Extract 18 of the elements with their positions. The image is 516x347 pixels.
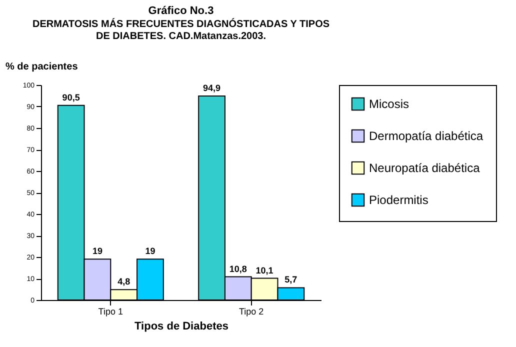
chart-title: Gráfico No.3 bbox=[148, 5, 214, 17]
chart-subtitle: DERMATOSIS MÁS FRECUENTES DIAGNÓSTICADAS Y TIPOS DE DIABETES. CAD.Matanzas.2003. bbox=[32, 18, 330, 42]
data-label: 19 bbox=[92, 246, 102, 256]
data-label: 4,8 bbox=[118, 276, 130, 287]
data-label: 19 bbox=[145, 246, 156, 256]
y-axis-title: % de pacientes bbox=[6, 62, 78, 72]
legend-label: Dermopatía diabética bbox=[369, 129, 484, 143]
data-label: 90,5 bbox=[62, 92, 80, 102]
x-tick-label: Tipo 1 bbox=[98, 306, 123, 316]
x-axis-title: Tipos de Diabetes bbox=[134, 320, 228, 332]
data-label: 5,7 bbox=[284, 274, 298, 285]
legend-label: Piodermitis bbox=[369, 193, 428, 207]
data-label: 10,8 bbox=[229, 264, 247, 274]
data-label: 94,9 bbox=[203, 82, 221, 93]
data-label: 10,1 bbox=[256, 265, 274, 276]
legend-label: Micosis bbox=[369, 97, 410, 111]
legend-label: Neuropatía diabética bbox=[369, 161, 480, 175]
x-tick-label: Tipo 2 bbox=[239, 306, 264, 316]
